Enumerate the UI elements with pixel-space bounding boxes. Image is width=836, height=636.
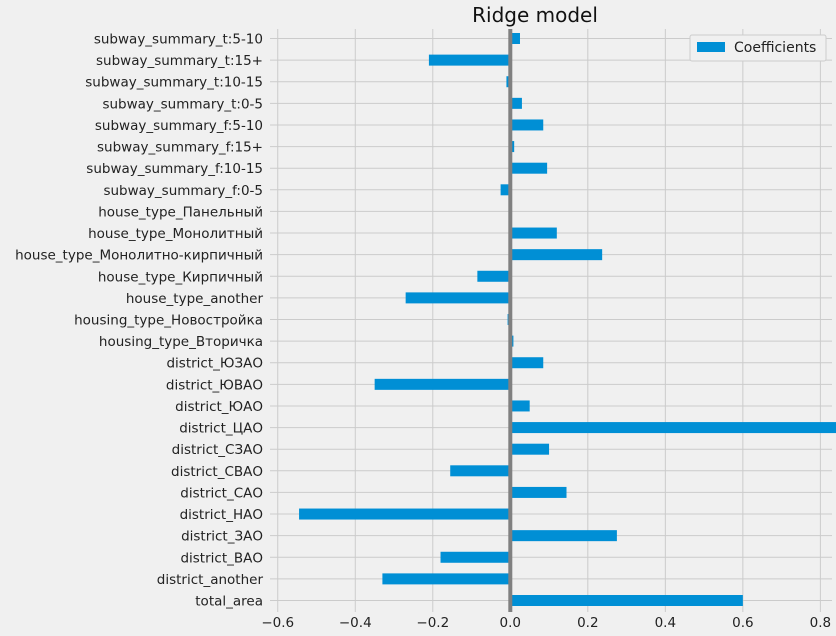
y-tick-label: housing_type_Новостройка <box>74 313 263 329</box>
y-tick-label: district_СВАО <box>171 464 263 480</box>
bar <box>510 33 520 44</box>
x-tick-label: 0.6 <box>732 615 753 631</box>
y-tick-label: district_ЮЗАО <box>166 356 263 372</box>
y-tick-label: subway_summary_f:0-5 <box>103 183 263 199</box>
x-tick-label: 0.0 <box>500 615 521 631</box>
legend-swatch <box>697 42 725 52</box>
y-tick-label: house_type_Монолитно-кирпичный <box>15 248 263 264</box>
bar-group <box>299 33 836 606</box>
y-tick-label: subway_summary_f:10-15 <box>86 161 263 177</box>
y-tick-label: subway_summary_t:5-10 <box>94 32 263 48</box>
x-tick-label: −0.2 <box>416 615 449 631</box>
bar <box>428 54 511 66</box>
bar <box>510 486 567 498</box>
bar <box>510 595 743 606</box>
x-tick-label: −0.6 <box>261 615 294 631</box>
legend-box <box>689 34 827 62</box>
y-tick-label: housing_type_Вторичка <box>99 334 263 350</box>
bar <box>510 422 836 434</box>
y-tick-label: total_area <box>195 594 263 610</box>
y-tick-label: subway_summary_t:15+ <box>96 53 263 69</box>
bar <box>510 530 617 542</box>
y-tick-label: district_ЮВАО <box>166 377 263 393</box>
x-tick-label: 0.4 <box>655 615 676 631</box>
legend-label: Coefficients <box>734 40 816 56</box>
bar <box>440 551 511 563</box>
y-tick-labels: total_area district_another district_ВАО di… <box>15 32 263 610</box>
bar <box>510 443 550 455</box>
y-tick-label: district_ВАО <box>180 550 263 566</box>
bar <box>510 162 548 174</box>
grid-lines <box>270 29 832 612</box>
bar <box>510 357 544 369</box>
y-tick-label: house_type_Монолитный <box>88 226 263 242</box>
bar <box>510 400 530 412</box>
y-tick-label: district_ЦАО <box>179 421 263 437</box>
bar <box>477 270 511 282</box>
chart-title: Ridge model <box>472 3 598 27</box>
y-tick-label: subway_summary_f:15+ <box>97 140 263 156</box>
y-tick-label: district_another <box>157 572 264 588</box>
bar <box>510 97 522 109</box>
bar <box>299 508 511 520</box>
bar <box>510 227 557 239</box>
legend: Coefficients <box>689 34 827 62</box>
bar <box>500 184 511 196</box>
x-tick-label: −0.4 <box>339 615 372 631</box>
bar <box>510 249 603 261</box>
y-tick-label: district_ЗАО <box>181 529 263 545</box>
bar <box>405 292 511 304</box>
y-tick-label: house_type_Кирпичный <box>98 269 263 285</box>
y-tick-label: district_СЗАО <box>172 442 263 458</box>
bar <box>510 119 544 131</box>
y-tick-label: district_ЮАО <box>175 399 263 415</box>
bar <box>382 573 511 585</box>
x-tick-labels: −0.6 −0.4 −0.2 0.0 0.2 0.4 0.6 0.8 <box>261 615 831 631</box>
y-tick-label: district_САО <box>180 485 263 501</box>
y-tick-label: subway_summary_t:10-15 <box>85 75 263 91</box>
y-tick-label: district_НАО <box>180 507 263 523</box>
y-tick-label: subway_summary_f:5-10 <box>95 118 263 134</box>
y-tick-label: house_type_another <box>126 291 264 307</box>
bar <box>450 465 511 477</box>
y-tick-label: house_type_Панельный <box>98 204 263 220</box>
y-tick-label: subway_summary_t:0-5 <box>102 96 263 112</box>
x-tick-label: 0.8 <box>810 615 831 631</box>
bar <box>374 378 511 390</box>
x-tick-label: 0.2 <box>577 615 598 631</box>
